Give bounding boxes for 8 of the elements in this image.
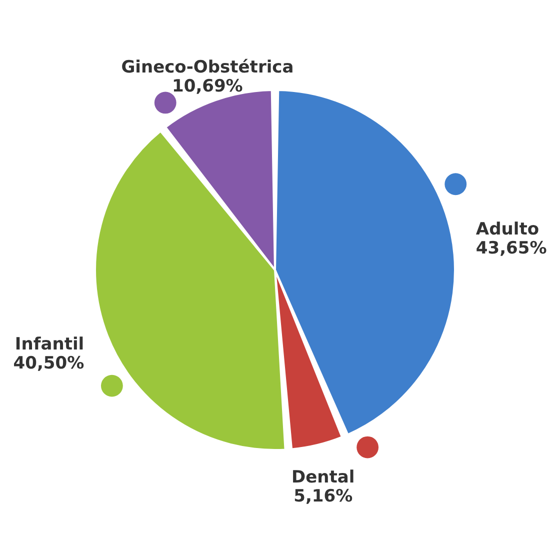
- data-label: 43,65%: [476, 238, 547, 258]
- slice-label: Gineco-Obstétrica: [121, 57, 294, 78]
- legend-label: Dental: [292, 467, 355, 488]
- slice-label: Infantil: [14, 334, 84, 355]
- slice-label: Adulto: [476, 219, 539, 240]
- data-label: 10,69%: [172, 76, 243, 96]
- data-label: 5,16%: [294, 486, 353, 506]
- data-label: 40,50%: [13, 354, 84, 374]
